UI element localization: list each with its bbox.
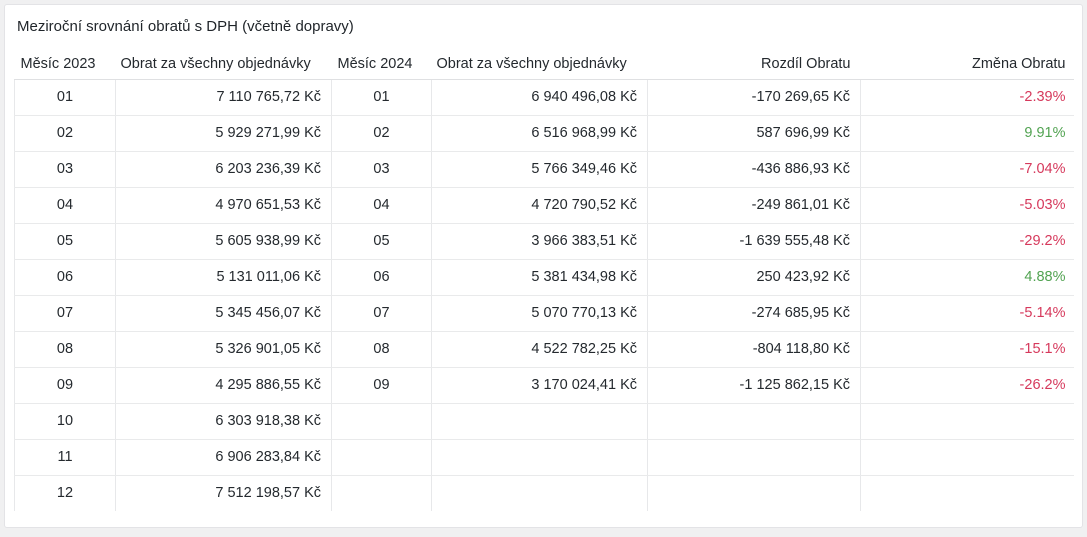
cell-change <box>860 439 1074 476</box>
cell-month2023: 04 <box>14 187 116 224</box>
cell-turnover2023: 5 131 011,06 Kč <box>115 259 332 296</box>
cell-turnover2024: 5 070 770,13 Kč <box>431 295 648 332</box>
table-row: 09 4 295 886,55 Kč 09 3 170 024,41 Kč -1 125… <box>14 367 1074 404</box>
column-header-month2024: Měsíc 2024 <box>331 49 432 80</box>
cell-turnover2023: 4 970 651,53 Kč <box>115 187 332 224</box>
cell-month2023: 02 <box>14 115 116 152</box>
cell-difference: -1 639 555,48 Kč <box>647 223 861 260</box>
cell-change: -7.04% <box>860 151 1074 188</box>
table-row: 06 5 131 011,06 Kč 06 5 381 434,98 Kč 250 42… <box>14 259 1074 296</box>
cell-change: -15.1% <box>860 331 1074 368</box>
report-title: Meziroční srovnání obratů s DPH (včetně … <box>17 18 354 35</box>
cell-month2024: 02 <box>331 115 432 152</box>
column-header-difference: Rozdíl Obratu <box>647 49 861 80</box>
cell-difference: -274 685,95 Kč <box>647 295 861 332</box>
cell-difference: -436 886,93 Kč <box>647 151 861 188</box>
table-row: 11 6 906 283,84 Kč <box>14 439 1074 476</box>
cell-month2023: 01 <box>14 79 116 116</box>
cell-difference: -249 861,01 Kč <box>647 187 861 224</box>
table-row: 01 7 110 765,72 Kč 01 6 940 496,08 Kč -170 2… <box>14 79 1074 116</box>
cell-month2023: 06 <box>14 259 116 296</box>
cell-change: -26.2% <box>860 367 1074 404</box>
cell-difference <box>647 403 861 440</box>
cell-difference <box>647 475 861 511</box>
cell-turnover2024 <box>431 475 648 511</box>
cell-change: 4.88% <box>860 259 1074 296</box>
cell-month2023: 10 <box>14 403 116 440</box>
cell-turnover2023: 5 605 938,99 Kč <box>115 223 332 260</box>
cell-month2023: 08 <box>14 331 116 368</box>
column-header-turnover2024: Obrat za všechny objednávky <box>431 49 648 80</box>
table-header-row: Měsíc 2023 Obrat za všechny objednávky Měs… <box>14 49 1074 80</box>
table-row: 12 7 512 198,57 Kč <box>14 475 1074 511</box>
cell-month2024 <box>331 475 432 511</box>
cell-turnover2024: 5 766 349,46 Kč <box>431 151 648 188</box>
column-header-turnover2023: Obrat za všechny objednávky <box>115 49 332 80</box>
cell-difference: -170 269,65 Kč <box>647 79 861 116</box>
cell-change: -5.14% <box>860 295 1074 332</box>
cell-month2024: 07 <box>331 295 432 332</box>
cell-change: -29.2% <box>860 223 1074 260</box>
cell-turnover2023: 5 929 271,99 Kč <box>115 115 332 152</box>
cell-month2024: 05 <box>331 223 432 260</box>
cell-month2023: 11 <box>14 439 116 476</box>
table-row: 07 5 345 456,07 Kč 07 5 070 770,13 Kč -274 6… <box>14 295 1074 332</box>
cell-month2023: 03 <box>14 151 116 188</box>
cell-month2023: 09 <box>14 367 116 404</box>
cell-turnover2024: 3 170 024,41 Kč <box>431 367 648 404</box>
cell-month2024 <box>331 439 432 476</box>
cell-turnover2023: 6 303 918,38 Kč <box>115 403 332 440</box>
table-row: 10 6 303 918,38 Kč <box>14 403 1074 440</box>
cell-turnover2024: 4 720 790,52 Kč <box>431 187 648 224</box>
cell-difference <box>647 439 861 476</box>
cell-turnover2023: 6 203 236,39 Kč <box>115 151 332 188</box>
year-comparison-table: Měsíc 2023 Obrat za všechny objednávky Měs… <box>14 49 1074 511</box>
cell-turnover2024: 6 516 968,99 Kč <box>431 115 648 152</box>
cell-month2024: 01 <box>331 79 432 116</box>
cell-turnover2023: 7 512 198,57 Kč <box>115 475 332 511</box>
cell-turnover2023: 5 326 901,05 Kč <box>115 331 332 368</box>
cell-turnover2024 <box>431 403 648 440</box>
cell-month2024: 04 <box>331 187 432 224</box>
column-header-change: Změna Obratu <box>860 49 1074 80</box>
cell-month2024: 06 <box>331 259 432 296</box>
cell-change: -5.03% <box>860 187 1074 224</box>
cell-month2023: 05 <box>14 223 116 260</box>
cell-turnover2023: 5 345 456,07 Kč <box>115 295 332 332</box>
cell-change: -2.39% <box>860 79 1074 116</box>
cell-turnover2024: 4 522 782,25 Kč <box>431 331 648 368</box>
cell-turnover2023: 4 295 886,55 Kč <box>115 367 332 404</box>
cell-month2023: 07 <box>14 295 116 332</box>
table-row: 02 5 929 271,99 Kč 02 6 516 968,99 Kč 587 69… <box>14 115 1074 152</box>
cell-change <box>861 475 1074 511</box>
cell-difference: -804 118,80 Kč <box>647 331 861 368</box>
cell-turnover2023: 6 906 283,84 Kč <box>115 439 332 476</box>
cell-difference: -1 125 862,15 Kč <box>647 367 861 404</box>
cell-change <box>860 403 1074 440</box>
cell-month2024: 03 <box>331 151 432 188</box>
cell-turnover2024: 5 381 434,98 Kč <box>431 259 648 296</box>
table-row: 05 5 605 938,99 Kč 05 3 966 383,51 Kč -1 639… <box>14 223 1074 260</box>
cell-month2024: 09 <box>331 367 432 404</box>
report-card: Meziroční srovnání obratů s DPH (včetně … <box>4 4 1083 528</box>
cell-change: 9.91% <box>860 115 1074 152</box>
cell-turnover2023: 7 110 765,72 Kč <box>115 79 332 116</box>
cell-month2024 <box>331 403 432 440</box>
cell-month2023: 12 <box>14 475 116 511</box>
cell-month2024: 08 <box>331 331 432 368</box>
cell-turnover2024: 3 966 383,51 Kč <box>431 223 648 260</box>
table-row: 03 6 203 236,39 Kč 03 5 766 349,46 Kč -436 8… <box>14 151 1074 188</box>
cell-turnover2024: 6 940 496,08 Kč <box>431 79 648 116</box>
column-header-month2023: Měsíc 2023 <box>14 49 116 80</box>
cell-turnover2024 <box>431 439 648 476</box>
cell-difference: 587 696,99 Kč <box>647 115 861 152</box>
table-row: 08 5 326 901,05 Kč 08 4 522 782,25 Kč -804 1… <box>14 331 1074 368</box>
cell-difference: 250 423,92 Kč <box>647 259 861 296</box>
table-row: 04 4 970 651,53 Kč 04 4 720 790,52 Kč -249 8… <box>14 187 1074 224</box>
